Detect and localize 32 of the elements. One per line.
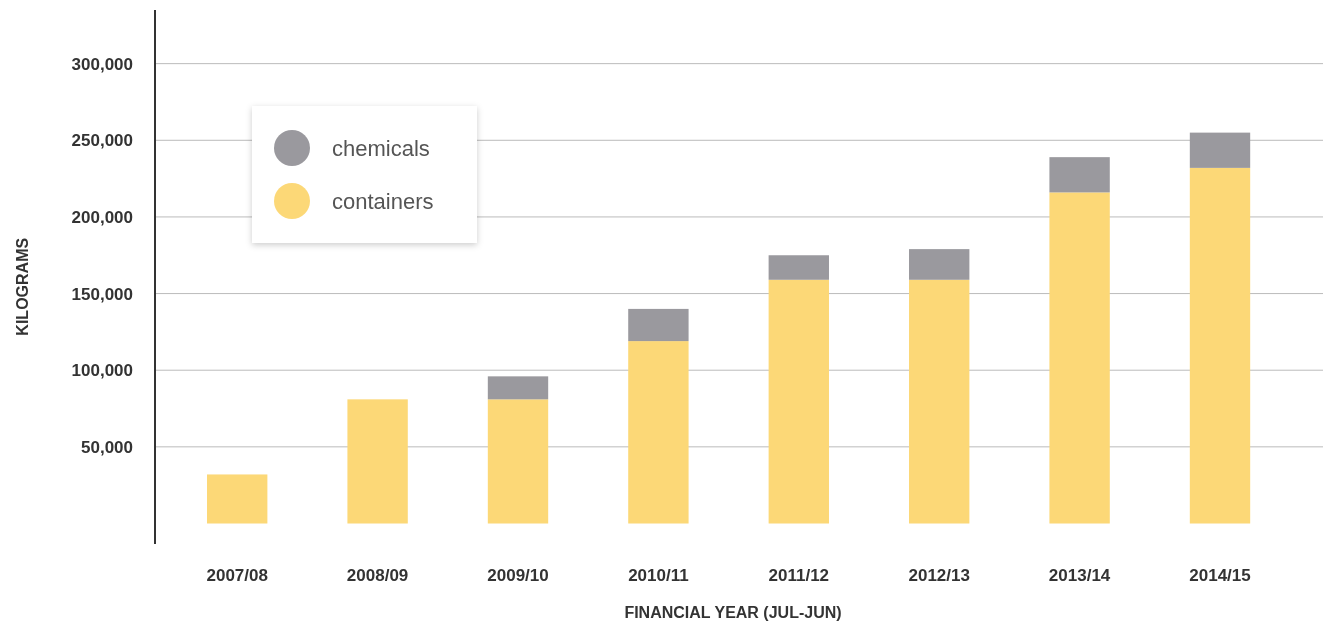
y-tick-label: 50,000 xyxy=(81,437,133,457)
bar xyxy=(628,341,689,524)
x-tick-label: 2013/14 xyxy=(1048,566,1111,585)
x-tick-label: 2007/08 xyxy=(206,566,268,585)
y-tick-label: 300,000 xyxy=(71,54,133,74)
x-tick-label: 2011/12 xyxy=(768,566,830,585)
x-tick-label: 2009/10 xyxy=(487,566,549,585)
legend-label: chemicals xyxy=(332,135,430,161)
bar xyxy=(207,474,268,524)
y-tick-label: 100,000 xyxy=(71,361,133,381)
bar xyxy=(1049,157,1110,193)
bar xyxy=(487,376,549,400)
y-tick-label: 150,000 xyxy=(71,284,133,304)
bar xyxy=(1189,132,1251,168)
bar xyxy=(628,308,689,342)
x-tick-label: 2008/09 xyxy=(346,566,409,585)
x-tick-label: 2014/15 xyxy=(1189,566,1251,585)
y-axis-title: KILOGRAMS xyxy=(14,237,31,336)
bar xyxy=(909,249,970,280)
y-tick-label: 200,000 xyxy=(71,207,133,227)
bar xyxy=(487,399,549,524)
bar xyxy=(768,255,829,280)
x-tick-label: 2012/13 xyxy=(908,566,970,585)
bar xyxy=(909,279,970,524)
legend-label: containers xyxy=(332,188,434,214)
bar xyxy=(1189,167,1251,524)
bar xyxy=(347,399,408,524)
bar xyxy=(768,279,829,524)
y-tick-label: 250,000 xyxy=(71,131,133,151)
x-tick-label: 2010/11 xyxy=(628,566,689,585)
bar xyxy=(1049,192,1110,524)
x-axis-title: FINANCIAL YEAR (JUL-JUN) xyxy=(624,604,842,621)
